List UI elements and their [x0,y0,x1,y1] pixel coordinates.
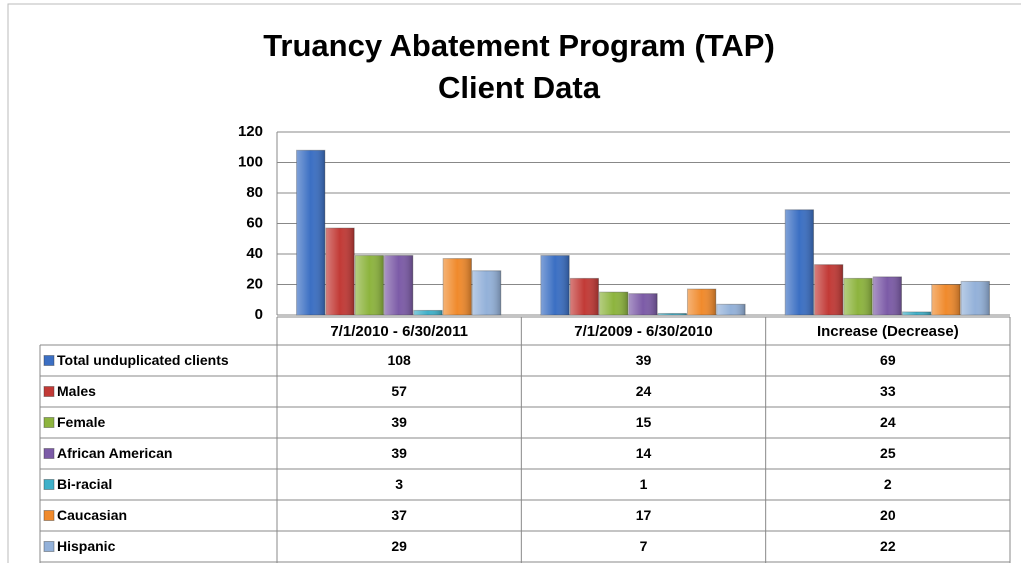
bar [931,284,961,316]
legend-key [43,355,55,366]
y-tick-label: 120 [238,123,263,140]
legend-label: Bi-racial [57,476,112,492]
bar [814,264,844,316]
data-label: 69 [880,352,896,368]
bar [354,255,385,316]
legend-key [43,541,55,552]
legend-key [43,448,55,459]
data-label: 15 [636,414,652,430]
data-label: 24 [636,383,652,399]
bar [657,312,687,316]
data-label: 37 [391,507,407,523]
bar [413,309,443,316]
y-tick-label: 60 [246,214,263,231]
legend-key [43,479,55,490]
bar [471,270,502,316]
y-tick-label: 100 [238,153,263,170]
data-label: 39 [391,414,407,430]
data-label: 20 [880,507,896,523]
data-label: 17 [636,507,652,523]
data-label: 1 [640,476,648,492]
y-tick-label: 40 [246,245,263,262]
bar [599,291,629,316]
data-label: 33 [880,383,896,399]
frame [7,3,1021,563]
bar [569,277,600,316]
data-label: 57 [391,383,407,399]
legend-label: Caucasian [57,507,127,523]
bar [296,149,326,316]
x-tick-label: 7/1/2009 - 6/30/2010 [574,323,712,340]
data-label: 39 [636,352,652,368]
bar [628,293,658,316]
y-tick-label: 80 [246,184,263,201]
data-label: 25 [880,445,896,461]
data-label: 39 [391,445,407,461]
bar [960,280,990,316]
y-tick-label: 20 [246,275,263,292]
data-label: 14 [636,445,652,461]
bar [784,209,815,316]
bar [442,258,472,316]
y-tick-label: 0 [255,306,263,323]
bar [901,311,932,316]
legend-label: Total unduplicated clients [57,352,229,368]
bar [686,288,717,316]
chart-title: Truancy Abatement Program (TAP) [263,28,775,63]
legend-key [43,510,55,521]
data-label: 29 [391,538,407,554]
legend-key [43,386,55,397]
data-label: 2 [884,476,892,492]
bar [716,303,746,316]
legend-label: Males [57,383,96,399]
bar [843,277,873,316]
x-tick-label: 7/1/2010 - 6/30/2011 [330,323,468,340]
bar [540,255,570,316]
data-label: 7 [640,538,648,554]
data-label: 108 [387,352,411,368]
legend-label: Hispanic [57,538,116,554]
chart-title: Client Data [438,70,601,105]
legend-label: Female [57,414,105,430]
bar [872,276,902,316]
legend-label: African American [57,445,172,461]
data-label: 24 [880,414,896,430]
x-tick-label: Increase (Decrease) [817,323,959,340]
legend-key [43,417,55,428]
data-label: 3 [395,476,403,492]
data-label: 22 [880,538,896,554]
bar [384,255,414,316]
bar [325,227,355,316]
